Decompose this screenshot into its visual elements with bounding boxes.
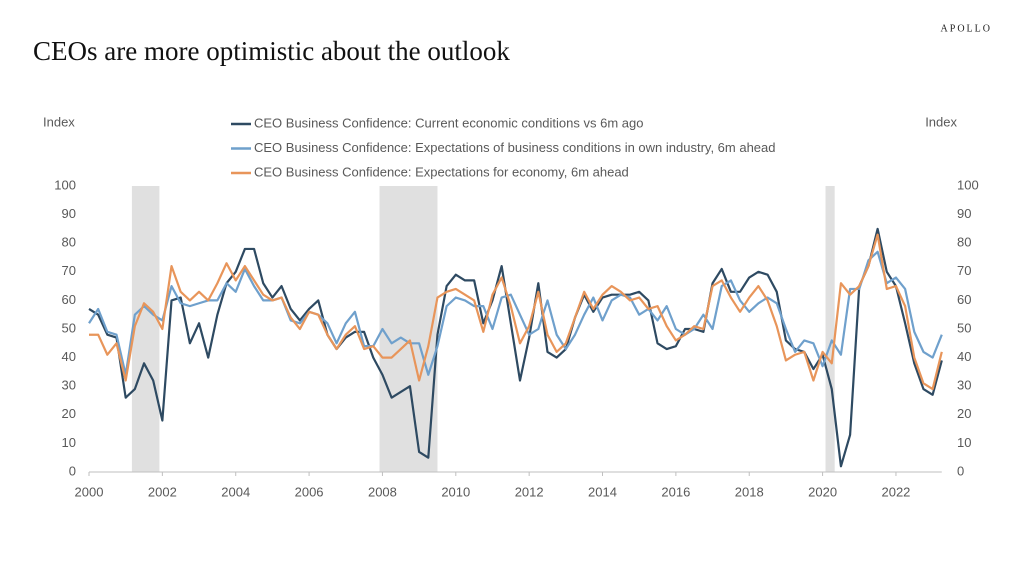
y-tick-label: 0	[69, 463, 76, 478]
x-tick-label: 2006	[295, 484, 324, 499]
y-tick-label: 100	[54, 177, 76, 192]
y-tick-label: 80	[62, 235, 76, 250]
y2-tick-label: 90	[957, 206, 971, 221]
x-tick-label: 2016	[661, 484, 690, 499]
x-tick-label: 2010	[441, 484, 470, 499]
chart-title: CEOs are more optimistic about the outlo…	[33, 36, 510, 66]
y2-tick-label: 80	[957, 235, 971, 250]
legend-label: CEO Business Confidence: Current economi…	[254, 115, 643, 130]
y-tick-label: 60	[62, 292, 76, 307]
y2-tick-label: 20	[957, 406, 971, 421]
x-tick-label: 2002	[148, 484, 177, 499]
y-axis-label: Index	[43, 114, 75, 129]
series-line	[88, 250, 943, 376]
y-tick-label: 70	[62, 263, 76, 278]
series-line	[88, 227, 943, 468]
x-tick-label: 2022	[881, 484, 910, 499]
legend-label: CEO Business Confidence: Expectations of…	[254, 140, 776, 155]
recession-band	[825, 186, 835, 472]
x-tick-label: 2004	[221, 484, 250, 499]
y2-tick-label: 0	[957, 463, 964, 478]
brand: APOLLO	[941, 23, 992, 34]
x-tick-label: 2018	[735, 484, 764, 499]
y2-tick-label: 30	[957, 378, 971, 393]
recession-band	[131, 186, 160, 472]
y2-tick-label: 10	[957, 435, 971, 450]
x-tick-label: 2014	[588, 484, 617, 499]
legend-label: CEO Business Confidence: Expectations fo…	[254, 164, 629, 179]
x-tick-label: 2008	[368, 484, 397, 499]
x-tick-label: 2020	[808, 484, 837, 499]
y-tick-label: 90	[62, 206, 76, 221]
y-tick-label: 50	[62, 320, 76, 335]
y-tick-label: 20	[62, 406, 76, 421]
recession-band	[379, 186, 438, 472]
series-line	[89, 233, 943, 391]
y2-tick-label: 60	[957, 292, 971, 307]
y2-tick-label: 100	[957, 177, 979, 192]
y-tick-label: 10	[62, 435, 76, 450]
y2-tick-label: 70	[957, 263, 971, 278]
y-tick-label: 30	[62, 378, 76, 393]
x-tick-label: 2012	[515, 484, 544, 499]
x-tick-label: 2000	[75, 484, 104, 499]
y2-tick-label: 50	[957, 320, 971, 335]
y2-tick-label: 40	[957, 349, 971, 364]
y2-axis-label: Index	[925, 114, 957, 129]
y-tick-label: 40	[62, 349, 76, 364]
